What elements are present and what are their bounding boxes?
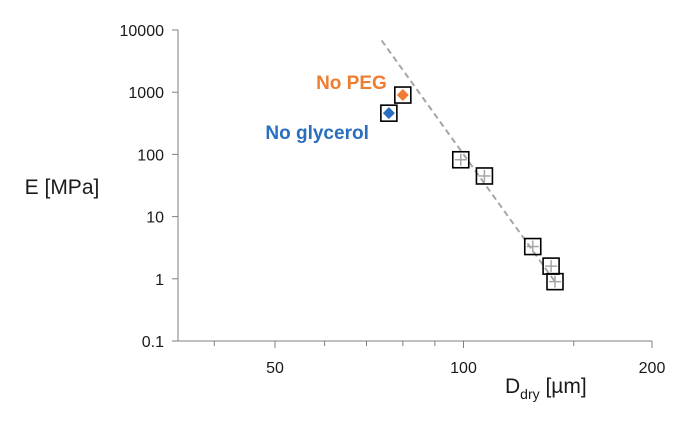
y-tick-label: 1 <box>155 272 164 289</box>
y-tick-label: 1000 <box>128 85 164 102</box>
y-tick-label: 100 <box>137 147 164 164</box>
diamond-marker <box>382 107 395 120</box>
data-point <box>546 272 564 291</box>
annotations-group: No PEG No glycerol <box>265 73 386 144</box>
y-tick-label: 10000 <box>120 23 165 40</box>
y-tick-label: 10 <box>146 210 164 227</box>
y-axis-title: E [MPa] <box>25 176 100 199</box>
annotation-label: No glycerol <box>265 123 368 144</box>
axes-group: 0.1 1 10 100 1000 10000 50 100 200 <box>120 23 666 377</box>
square-marker <box>523 237 542 256</box>
x-axis-title-main: D <box>505 375 520 398</box>
highlight-point <box>394 86 412 104</box>
highlight-point <box>380 104 398 122</box>
data-point <box>542 257 560 275</box>
x-tick-label: 100 <box>450 360 477 377</box>
square-marker <box>546 272 564 291</box>
annotation-label: No PEG <box>316 73 387 94</box>
x-axis-title-subscript: dry <box>520 386 539 402</box>
x-tick-label: 200 <box>639 360 666 377</box>
x-axis-title-unit: [µm] <box>540 375 587 398</box>
square-marker <box>394 86 412 104</box>
data-point <box>523 237 542 256</box>
square-marker <box>475 167 494 185</box>
square-marker <box>451 150 470 169</box>
data-point <box>451 150 470 169</box>
x-axis-title: Ddry [µm] <box>505 375 587 402</box>
data-point <box>475 167 494 185</box>
points-group <box>380 86 564 291</box>
diamond-marker <box>396 89 409 102</box>
square-marker <box>380 104 398 122</box>
x-tick-label: 50 <box>266 360 284 377</box>
y-tick-label: 0.1 <box>142 334 164 351</box>
